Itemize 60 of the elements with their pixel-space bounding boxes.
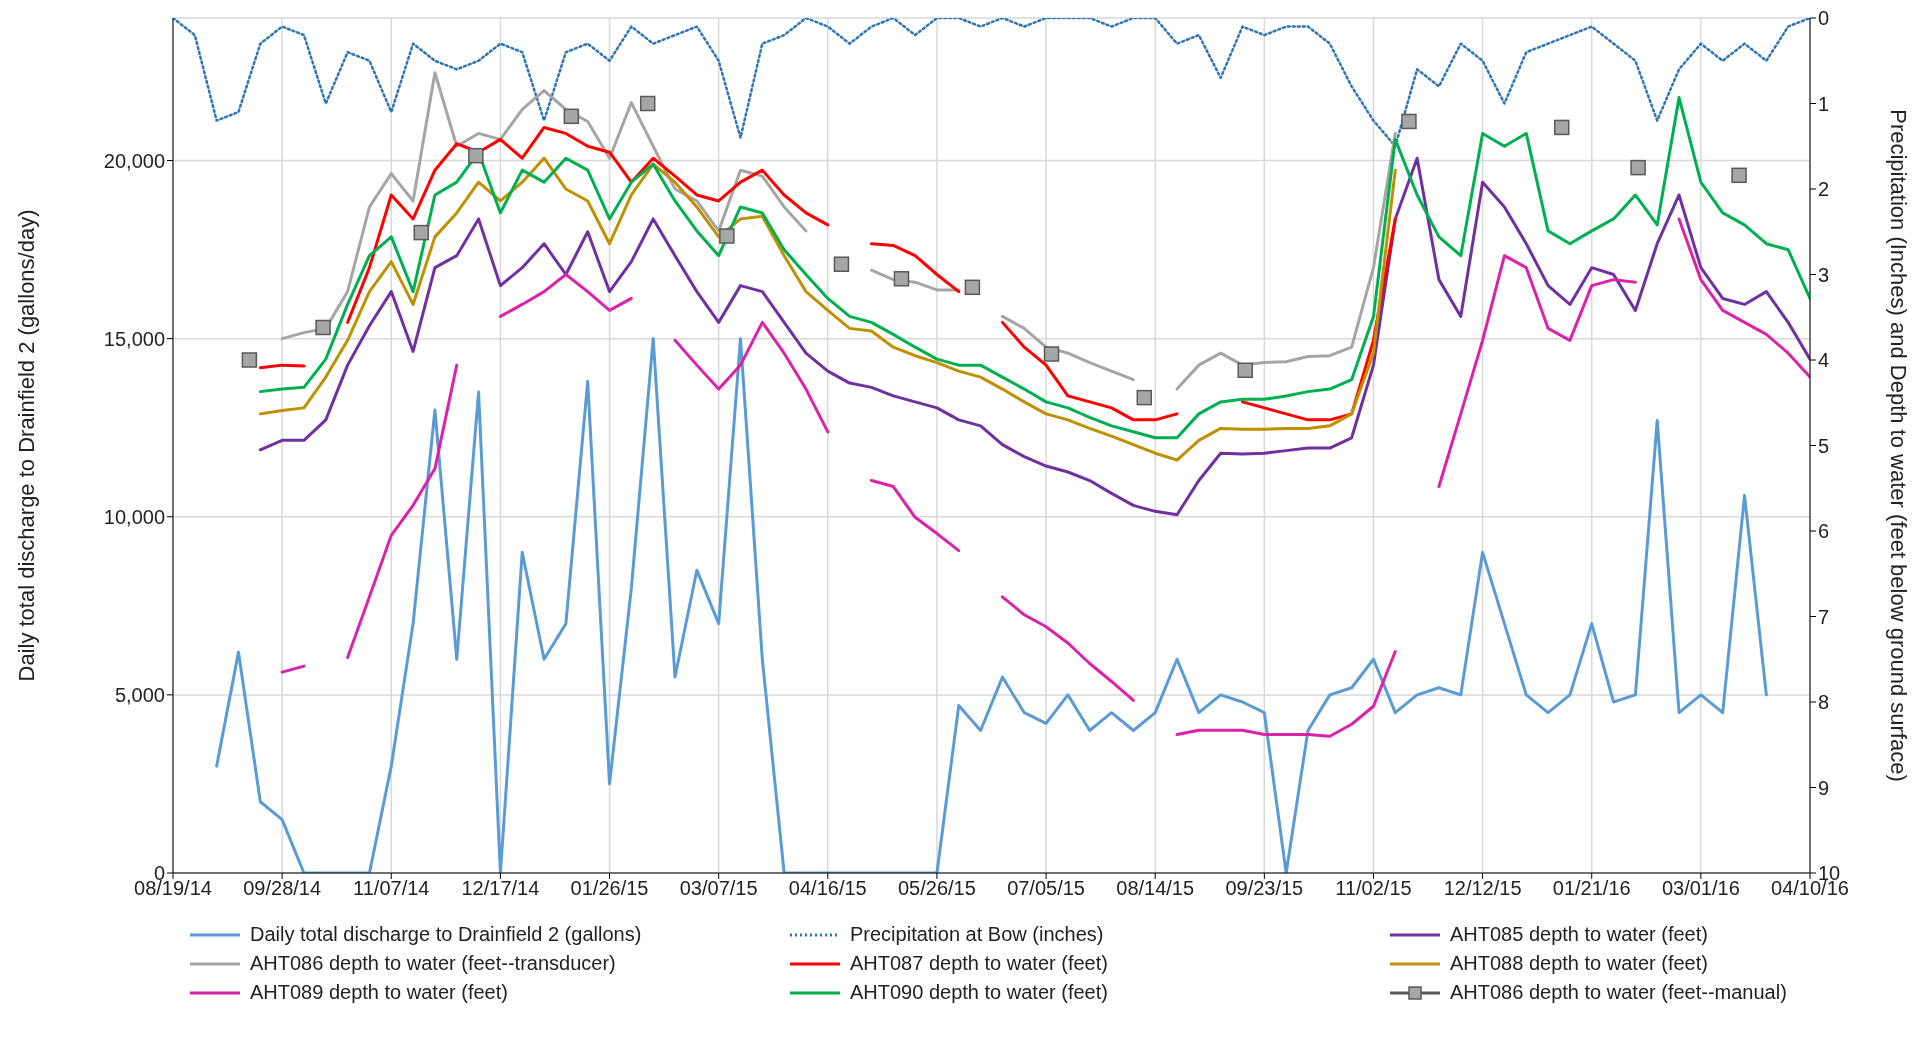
y-tick-label: 15,000 (103, 327, 165, 350)
legend-label: AHT089 depth to water (feet) (250, 981, 508, 1004)
point (1401, 113, 1417, 130)
y2-tick-label: 6 (1818, 520, 1830, 543)
legend-label: AHT086 depth to water (feet--manual) (1450, 981, 1787, 1004)
y2-tick-label: 3 (1818, 263, 1830, 286)
point (1731, 167, 1747, 184)
point (1043, 346, 1060, 362)
x-tick-label: 04/16/15 (788, 877, 867, 900)
x-tick-label: 09/28/14 (243, 877, 322, 900)
point (964, 279, 981, 296)
point (315, 319, 331, 336)
point (1237, 362, 1253, 379)
point (1630, 159, 1646, 176)
y2-tick-label: 1 (1818, 92, 1830, 115)
x-tick-label: 09/23/15 (1225, 877, 1304, 900)
x-tick-label: 12/17/14 (461, 877, 540, 900)
line-series (258, 156, 1397, 462)
point (1553, 119, 1570, 136)
x-tick-label: 12/12/15 (1443, 877, 1522, 900)
y2-tick-label: 2 (1818, 178, 1830, 201)
x-tick-label: 03/01/16 (1661, 877, 1740, 900)
x-tick-label: 11/07/14 (353, 877, 430, 900)
legend-label: AHT086 depth to water (feet--transducer) (250, 952, 616, 975)
point (241, 352, 258, 368)
point (639, 95, 656, 112)
y2-tick-label: 0 (1818, 7, 1830, 30)
x-tick-label: 05/26/15 (898, 877, 976, 900)
y-axis-title: Daily total discharge to Drainfield 2 (gallons/day) (13, 209, 39, 682)
x-tick-label: 01/21/16 (1552, 877, 1631, 900)
y2-tick-label: 7 (1818, 605, 1830, 628)
y2-tick-label: 4 (1818, 349, 1830, 372)
point (413, 224, 430, 241)
y2-tick-label: 8 (1818, 691, 1830, 714)
legend-label: AHT085 depth to water (feet) (1450, 923, 1708, 946)
y-tick-label: 5,000 (114, 683, 165, 706)
y2-tick-label: 5 (1818, 434, 1830, 457)
y2-tick-label: 9 (1818, 776, 1830, 799)
point (563, 108, 580, 125)
legend-label: Daily total discharge to Drainfield 2 (gallons) (250, 923, 642, 946)
point (468, 147, 484, 164)
line-series (215, 337, 1768, 873)
x-tick-label: 03/07/15 (679, 877, 758, 900)
point (833, 256, 850, 272)
point (893, 271, 910, 287)
legend-label: Precipitation at Bow (inches) (850, 923, 1104, 946)
line-series (258, 96, 1810, 440)
point (719, 228, 735, 244)
x-tick-label: 01/26/15 (570, 877, 649, 900)
legend-label: AHT088 depth to water (feet) (1450, 952, 1708, 975)
x-tick-label: 07/05/15 (1007, 877, 1085, 900)
line-series (258, 156, 1810, 517)
x-tick-label: 08/14/15 (1116, 877, 1195, 900)
legend-label: AHT087 depth to water (feet) (850, 952, 1108, 975)
legend-label: AHT090 depth to water (feet) (850, 981, 1108, 1004)
y-tick-label: 20,000 (103, 149, 165, 172)
y2-axis-title: Precipitation (Inches) and Depth to water (feet below ground surface) (1886, 109, 1912, 782)
y-tick-label: 10,000 (103, 505, 165, 528)
x-tick-label: 11/02/15 (1335, 877, 1412, 900)
point (1136, 389, 1153, 406)
